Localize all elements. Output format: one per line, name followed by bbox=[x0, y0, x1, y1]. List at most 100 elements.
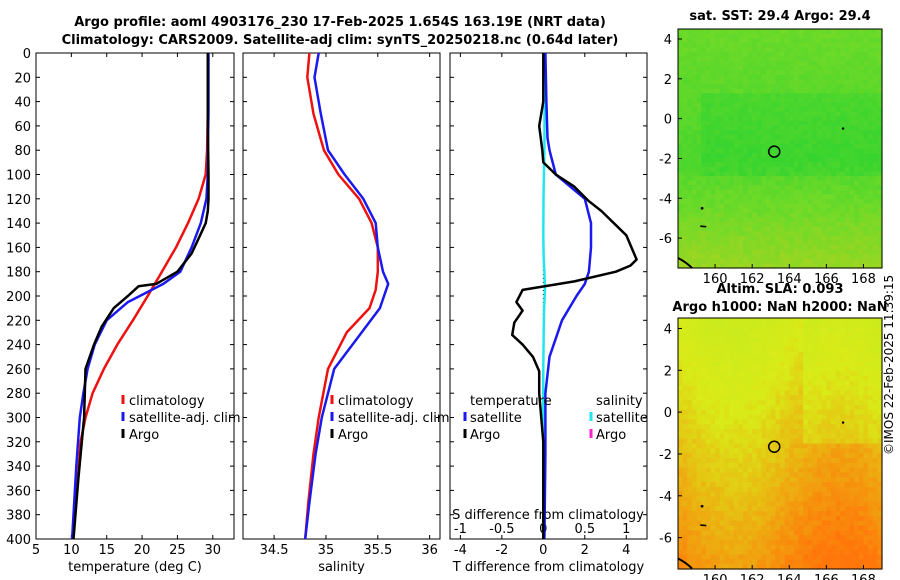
heatmap-cell bbox=[729, 162, 735, 168]
heatmap-cell bbox=[784, 258, 790, 265]
heatmap-cell bbox=[854, 371, 860, 377]
heatmap-cell bbox=[724, 240, 730, 246]
heatmap-cell bbox=[738, 544, 744, 551]
heatmap-cell bbox=[678, 443, 684, 449]
temperature-ytick-label: 40 bbox=[14, 96, 31, 111]
heatmap-cell bbox=[844, 491, 851, 498]
heatmap-cell bbox=[701, 409, 707, 416]
heatmap-cell bbox=[798, 84, 804, 90]
heatmap-cell bbox=[701, 400, 707, 406]
heatmap-cell bbox=[691, 366, 698, 372]
heatmap-cell bbox=[789, 180, 795, 186]
heatmap-cell bbox=[780, 180, 786, 186]
heatmap-cell bbox=[770, 120, 776, 127]
heatmap-cell bbox=[701, 208, 707, 214]
heatmap-cell bbox=[742, 33, 749, 39]
heatmap-cell bbox=[752, 235, 758, 242]
heatmap-cell bbox=[756, 549, 763, 556]
heatmap-cell bbox=[849, 249, 855, 255]
heatmap-cell bbox=[742, 38, 749, 44]
heatmap-cell bbox=[803, 535, 809, 541]
heatmap-cell bbox=[817, 544, 823, 551]
heatmap-cell bbox=[756, 462, 763, 469]
heatmap-cell bbox=[724, 433, 730, 440]
heatmap-cell bbox=[854, 171, 860, 177]
heatmap-cell bbox=[798, 185, 804, 191]
heatmap-cell bbox=[798, 65, 804, 71]
heatmap-cell bbox=[701, 212, 707, 219]
heatmap-cell bbox=[752, 530, 758, 536]
heatmap-cell bbox=[858, 162, 865, 168]
heatmap-cell bbox=[701, 231, 707, 237]
heatmap-cell bbox=[770, 356, 776, 363]
heatmap-cell bbox=[868, 472, 874, 478]
heatmap-cell bbox=[719, 400, 725, 406]
heatmap-cell bbox=[761, 375, 767, 382]
heatmap-cell bbox=[868, 419, 874, 425]
heatmap-cell bbox=[872, 212, 878, 219]
heatmap-cell bbox=[687, 385, 693, 392]
heatmap-cell bbox=[766, 404, 772, 411]
heatmap-cell bbox=[872, 93, 878, 99]
heatmap-cell bbox=[844, 346, 851, 353]
heatmap-cell bbox=[780, 176, 786, 182]
heatmap-cell bbox=[793, 322, 800, 329]
heatmap-cell bbox=[780, 491, 786, 498]
heatmap-cell bbox=[844, 544, 851, 551]
heatmap-cell bbox=[724, 400, 730, 406]
heatmap-cell bbox=[821, 33, 827, 39]
heatmap-cell bbox=[756, 400, 763, 406]
heatmap-cell bbox=[742, 515, 749, 522]
heatmap-cell bbox=[858, 515, 865, 522]
heatmap-cell bbox=[798, 79, 804, 85]
heatmap-cell bbox=[858, 245, 865, 251]
heatmap-cell bbox=[803, 409, 809, 416]
heatmap-cell bbox=[807, 385, 814, 392]
heatmap-cell bbox=[831, 346, 837, 353]
heatmap-cell bbox=[826, 88, 832, 94]
heatmap-cell bbox=[719, 554, 725, 560]
heatmap-cell bbox=[854, 477, 860, 483]
heatmap-cell bbox=[807, 380, 814, 387]
heatmap-cell bbox=[738, 419, 744, 425]
heatmap-cell bbox=[747, 166, 753, 173]
heatmap-cell bbox=[831, 130, 837, 136]
heatmap-cell bbox=[724, 409, 730, 416]
heatmap-cell bbox=[784, 477, 790, 483]
heatmap-cell bbox=[733, 482, 739, 488]
heatmap-cell bbox=[729, 130, 735, 136]
heatmap-cell bbox=[747, 47, 753, 53]
heatmap-cell bbox=[705, 515, 712, 522]
heatmap-cell bbox=[831, 125, 837, 131]
heatmap-cell bbox=[793, 38, 800, 44]
heatmap-cell bbox=[780, 102, 786, 108]
heatmap-cell bbox=[812, 258, 818, 265]
heatmap-cell bbox=[789, 457, 795, 464]
heatmap-cell bbox=[858, 482, 865, 488]
heatmap-cell bbox=[705, 51, 712, 58]
heatmap-cell bbox=[858, 125, 865, 131]
heatmap-cell bbox=[733, 153, 739, 159]
heatmap-cell bbox=[807, 346, 814, 353]
heatmap-cell bbox=[840, 199, 846, 205]
heatmap-cell bbox=[826, 346, 832, 353]
heatmap-cell bbox=[724, 153, 730, 159]
heatmap-cell bbox=[715, 162, 721, 168]
heatmap-cell bbox=[835, 467, 841, 474]
heatmap-cell bbox=[854, 79, 860, 85]
heatmap-cell bbox=[821, 171, 827, 177]
heatmap-cell bbox=[710, 189, 716, 196]
heatmap-cell bbox=[831, 424, 837, 430]
heatmap-cell bbox=[733, 166, 739, 173]
heatmap-cell bbox=[701, 491, 707, 498]
heatmap-cell bbox=[691, 33, 698, 39]
heatmap-cell bbox=[817, 65, 823, 71]
heatmap-cell bbox=[678, 457, 684, 464]
heatmap-cell bbox=[770, 148, 776, 154]
heatmap-cell bbox=[807, 322, 814, 329]
heatmap-cell bbox=[678, 120, 684, 127]
heatmap-cell bbox=[691, 342, 698, 348]
heatmap-cell bbox=[817, 107, 823, 113]
heatmap-cell bbox=[701, 549, 707, 556]
heatmap-cell bbox=[705, 130, 712, 136]
